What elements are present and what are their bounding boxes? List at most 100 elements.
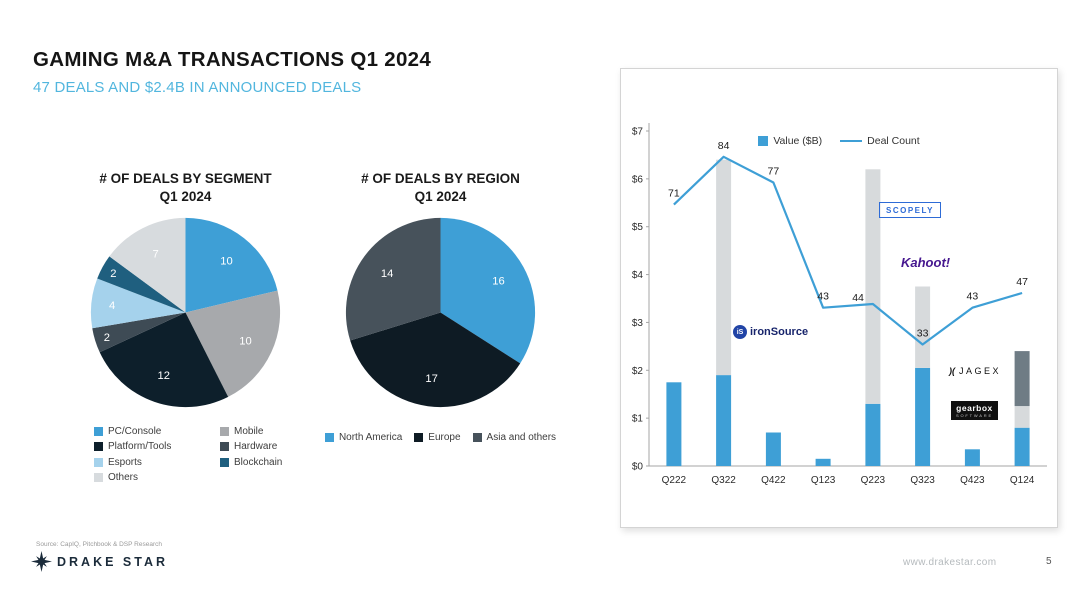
bar-q423-segment-0 [964,449,980,467]
deals-value-chart-card: $0 $1 $2 $3 $4 $5 $6 $7 Q222 Q322 Q422 Q123 Q223 Q323… [620,68,1058,528]
deal-count-label-q223: 44 [852,292,864,304]
region-pie-title-line1: # OF DEALS BY REGION [361,171,520,186]
legend-label-asia-and-others: Asia and others [486,432,557,444]
pie-slice-hardware [92,312,186,353]
pie-slice-north-america [440,218,536,364]
legend-swatch-europe [414,433,424,443]
pie-value-label-platform-tools: 12 [158,370,170,382]
website-url: www.drakestar.com [903,557,997,568]
legend-swatch-platform-tools [94,442,103,452]
bar-q323-segment-0 [915,367,931,466]
bar-q223-segment-0 [865,403,881,466]
legend-item-others: Others [94,470,202,486]
pie-slice-platform-tools [99,312,229,408]
bar-q322-segment-0 [716,375,732,466]
legend-label-europe: Europe [428,432,461,444]
legend-label-deal-count: Deal Count [867,135,920,147]
bar-q222-segment-0 [666,382,682,467]
pie-value-label-north-america: 16 [492,276,504,288]
segment-pie-title-line2: Q1 2024 [159,189,212,205]
jagex-logo-text: JAGEX [959,366,1002,376]
bar-q123-segment-0 [815,458,831,466]
region-pie-chart: 16 17 14 [345,218,536,408]
legend-swatch-hardware [220,442,229,452]
pie-value-label-hardware: 2 [104,332,110,344]
x-tick-label-q123: Q123 [811,475,836,486]
header: GAMING M&A TRANSACTIONS Q1 2024 47 DEALS… [33,48,431,96]
x-tick-label-q322: Q322 [711,475,736,486]
page-title: GAMING M&A TRANSACTIONS Q1 2024 [33,48,432,71]
pie-slice-europe [350,312,521,408]
segment-pie-section: # OF DEALS BY SEGMENT Q1 2024 10 10 12 2 4 2 7… [58,170,313,485]
bar-q322-segment-1 [716,159,732,376]
legend-item-hardware: Hardware [220,439,313,455]
x-tick-label-q124: Q124 [1010,475,1035,486]
deal-count-label-q323: 33 [917,328,929,340]
bar-q124-segment-1 [1014,406,1030,428]
legend-label-hardware: Hardware [234,441,278,453]
deal-count-label-q322: 84 [718,140,730,152]
gearbox-logo-text: gearbox [956,403,993,413]
pie-slice-others [109,218,186,313]
deal-count-label-q423: 43 [967,291,979,303]
segment-pie-title-line1: # OF DEALS BY SEGMENT [99,171,272,186]
chart-legend: Value ($B) Deal Count [621,135,1057,147]
legend-label-pc-console: PC/Console [108,425,162,437]
pie-value-label-mobile: 10 [239,336,251,348]
legend-item-blockchain: Blockchain [220,454,313,470]
legend-swatch-esports [94,457,103,467]
y-tick-label: $6 [632,174,644,185]
ironsource-logo: iS ironSource [733,325,808,339]
legend-label-esports: Esports [108,456,142,468]
drake-star-logo: DRAKE STAR [31,551,168,572]
deal-count-line-swatch [840,139,863,143]
deal-count-label-q422: 77 [768,166,780,178]
legend-label-north-america: North America [338,432,403,444]
legend-item-north-america: North America [324,432,403,444]
x-tick-label-q423: Q423 [960,475,985,486]
legend-item-deal-count: Deal Count [840,135,920,147]
legend-item-value: Value ($B) [758,135,822,147]
kahoot-logo: Kahoot! [901,255,951,270]
segment-pie-legend: PC/Console Platform/Tools Esports Others Mob… [58,423,313,485]
region-pie-section: # OF DEALS BY REGION Q1 2024 16 17 14 Nort… [318,170,563,443]
value-deal-count-chart: $0 $1 $2 $3 $4 $5 $6 $7 Q222 Q322 Q422 Q123 Q223 Q323… [632,123,1047,486]
pie-value-label-blockchain: 2 [110,268,116,280]
deal-count-line [673,155,1023,346]
legend-item-mobile: Mobile [220,423,313,439]
legend-swatch-mobile [220,426,229,436]
legend-swatch-pc-console [94,426,103,436]
legend-label-mobile: Mobile [234,425,264,437]
y-tick-label: $5 [632,222,644,233]
pie-value-label-asia-and-others: 14 [381,269,393,281]
deal-count-label-q222: 71 [668,188,680,200]
pie-slice-blockchain [97,256,186,313]
pie-slice-asia-and-others [345,218,441,341]
legend-swatch-blockchain [220,457,229,467]
drake-star-logo-text: DRAKE STAR [57,554,169,569]
region-pie-legend: North America Europe Asia and others [318,432,563,443]
gearbox-logo-subtext: SOFTWARE [956,413,993,418]
legend-label-value: Value ($B) [773,135,823,147]
ironsource-icon: iS [733,325,747,339]
y-tick-label: $3 [632,318,644,329]
jagex-logo: )( JAGEX [949,366,1001,376]
pie-value-label-others: 7 [153,249,159,261]
bar-q323-segment-1 [915,286,931,368]
jagex-icon: )( [949,366,955,376]
pie-slice-pc-console [185,218,278,313]
x-tick-label-q323: Q323 [910,475,935,486]
deal-count-label-q124: 47 [1016,276,1028,288]
legend-item-europe: Europe [414,432,461,444]
legend-swatch-asia-and-others [472,433,482,443]
legend-label-platform-tools: Platform/Tools [108,441,172,453]
y-tick-label: $2 [632,366,644,377]
page-number: 5 [1046,556,1052,567]
pie-slice-mobile [185,291,281,398]
region-pie-title-line2: Q1 2024 [414,189,467,205]
segment-pie-chart: 10 10 12 2 4 2 7 [90,218,281,408]
bar-q124-segment-0 [1014,427,1030,466]
value-bar-swatch [758,136,769,146]
legend-swatch-others [94,473,103,483]
y-tick-label: $4 [632,270,644,281]
